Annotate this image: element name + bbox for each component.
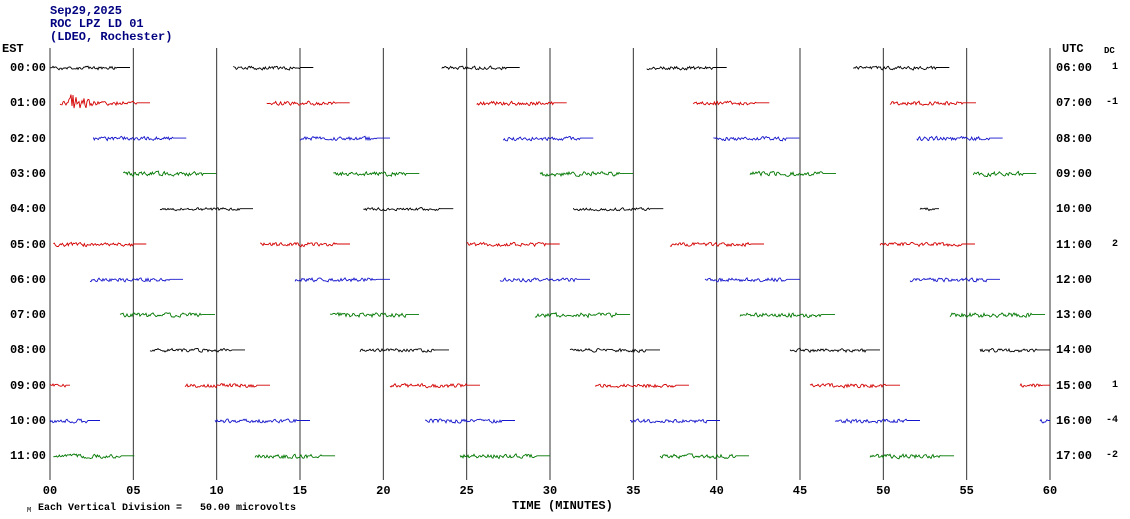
- row-label-right-utc: 09:00: [1056, 166, 1093, 181]
- trace-0300-est: [122, 170, 1037, 178]
- row-label-left-est: 10:00: [9, 414, 46, 428]
- x-tick-label: 15: [292, 484, 308, 498]
- trace-0200-est: [92, 135, 1003, 142]
- trace-1000-est: [49, 418, 1050, 424]
- row-label-left-est: 08:00: [9, 343, 46, 358]
- row-label-left-est: 04:00: [9, 202, 46, 217]
- left-timezone-label: EST: [2, 42, 24, 56]
- row-label-right-utc: 06:00: [1056, 61, 1093, 75]
- trace-0600-est: [89, 276, 1000, 283]
- row-label-right-utc: 11:00: [1056, 237, 1093, 252]
- dc-column-label: DC: [1104, 46, 1115, 56]
- row-label-left-est: 02:00: [9, 131, 46, 146]
- x-tick-label: 25: [459, 484, 474, 498]
- row-label-left-est: 05:00: [9, 237, 46, 252]
- x-tick-label: 45: [792, 484, 808, 498]
- trace-0500-est: [53, 241, 975, 248]
- dc-offset-value: -4: [1105, 415, 1118, 426]
- footer-mark: M: [27, 507, 32, 515]
- dc-offset-value: -2: [1105, 450, 1118, 462]
- scale-note: Each Vertical Division = 50.00 microvolt…: [38, 503, 297, 514]
- row-label-right-utc: 12:00: [1056, 272, 1093, 287]
- trace-0400-est: [159, 207, 939, 212]
- row-label-right-utc: 08:00: [1056, 131, 1093, 146]
- x-tick-label: 20: [376, 484, 391, 498]
- x-tick-label: 10: [209, 484, 224, 498]
- row-label-left-est: 00:00: [9, 61, 46, 75]
- trace-0000-est: [49, 65, 950, 71]
- x-tick-label: 55: [959, 484, 974, 498]
- x-tick-label: 50: [876, 484, 891, 498]
- x-tick-label: 60: [1042, 484, 1058, 498]
- dc-offset-value: 1: [1111, 379, 1118, 391]
- right-timezone-label: UTC: [1062, 42, 1084, 56]
- row-label-right-utc: 16:00: [1056, 414, 1093, 428]
- row-label-left-est: 07:00: [9, 308, 46, 323]
- x-tick-label: 35: [626, 484, 641, 498]
- row-label-right-utc: 15:00: [1056, 378, 1093, 393]
- row-label-left-est: 06:00: [9, 272, 46, 287]
- trace-1100-est: [53, 453, 954, 460]
- dc-offset-value: -1: [1105, 97, 1118, 109]
- row-label-right-utc: 14:00: [1056, 343, 1093, 358]
- row-label-right-utc: 07:00: [1056, 96, 1093, 111]
- trace-0100-est: [59, 94, 976, 109]
- x-tick-label: 05: [126, 484, 141, 498]
- x-tick-label: 40: [709, 484, 724, 498]
- trace-0800-est: [149, 347, 1050, 354]
- row-label-left-est: 03:00: [9, 166, 46, 181]
- row-label-left-est: 11:00: [9, 449, 46, 464]
- row-label-left-est: 01:00: [9, 96, 46, 111]
- x-axis-title: TIME (MINUTES): [512, 499, 613, 513]
- header-date: Sep29,2025: [50, 4, 123, 18]
- row-label-right-utc: 10:00: [1056, 202, 1093, 217]
- row-label-right-utc: 13:00: [1056, 308, 1093, 323]
- dc-offset-value: 1: [1111, 62, 1118, 73]
- header-station: ROC LPZ LD 01: [50, 17, 144, 31]
- header-location: (LDEO, Rochester): [50, 30, 173, 44]
- x-tick-label: 00: [42, 484, 58, 498]
- row-label-left-est: 09:00: [9, 378, 46, 393]
- trace-0900-est: [49, 382, 1050, 389]
- dc-offset-value: 2: [1111, 238, 1118, 250]
- x-tick-label: 30: [542, 484, 558, 498]
- trace-0700-est: [119, 311, 1045, 319]
- row-label-right-utc: 17:00: [1056, 449, 1093, 464]
